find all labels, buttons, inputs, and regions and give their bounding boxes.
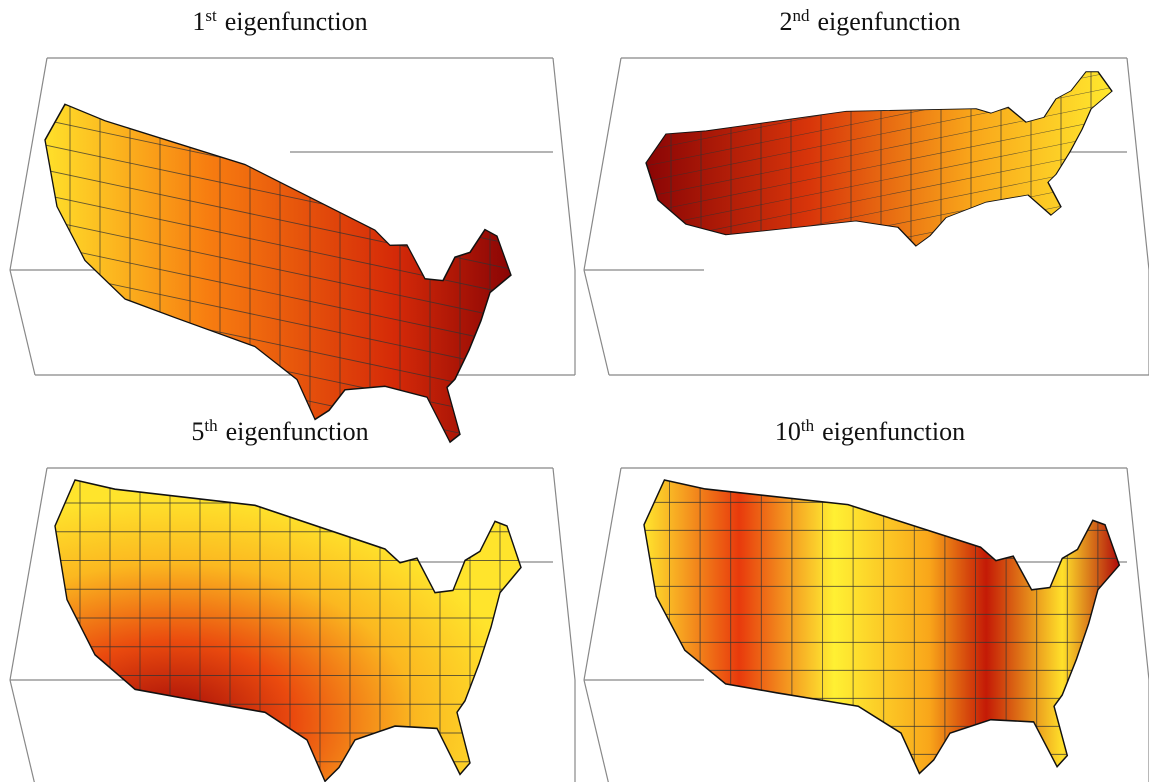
panel-title: 2nd eigenfunction (780, 6, 961, 36)
panel-title: 5th eigenfunction (191, 416, 368, 446)
panel-title: 10th eigenfunction (775, 416, 965, 446)
title-part: 10 (775, 417, 801, 446)
panel: 10th eigenfunction (584, 416, 1149, 782)
title-part: eigenfunction (225, 7, 368, 36)
figure: 1steigenfunction 2ndeigenfunction 5theig… (0, 0, 1149, 782)
panel: 5th eigenfunction (10, 416, 575, 782)
title-part: eigenfunction (822, 417, 965, 446)
title-part: th (801, 416, 815, 435)
title-part: 2 (780, 7, 793, 36)
panel: 1st eigenfunction (10, 6, 575, 472)
title-part: 5 (191, 417, 204, 446)
title-part: eigenfunction (226, 417, 369, 446)
title-part: nd (793, 6, 811, 25)
panel: 2nd eigenfunction (584, 6, 1149, 375)
title-part: eigenfunction (818, 7, 961, 36)
panel-title: 1st eigenfunction (192, 6, 367, 36)
title-part: st (205, 6, 217, 25)
title-part: th (204, 416, 218, 435)
title-part: 1 (192, 7, 205, 36)
